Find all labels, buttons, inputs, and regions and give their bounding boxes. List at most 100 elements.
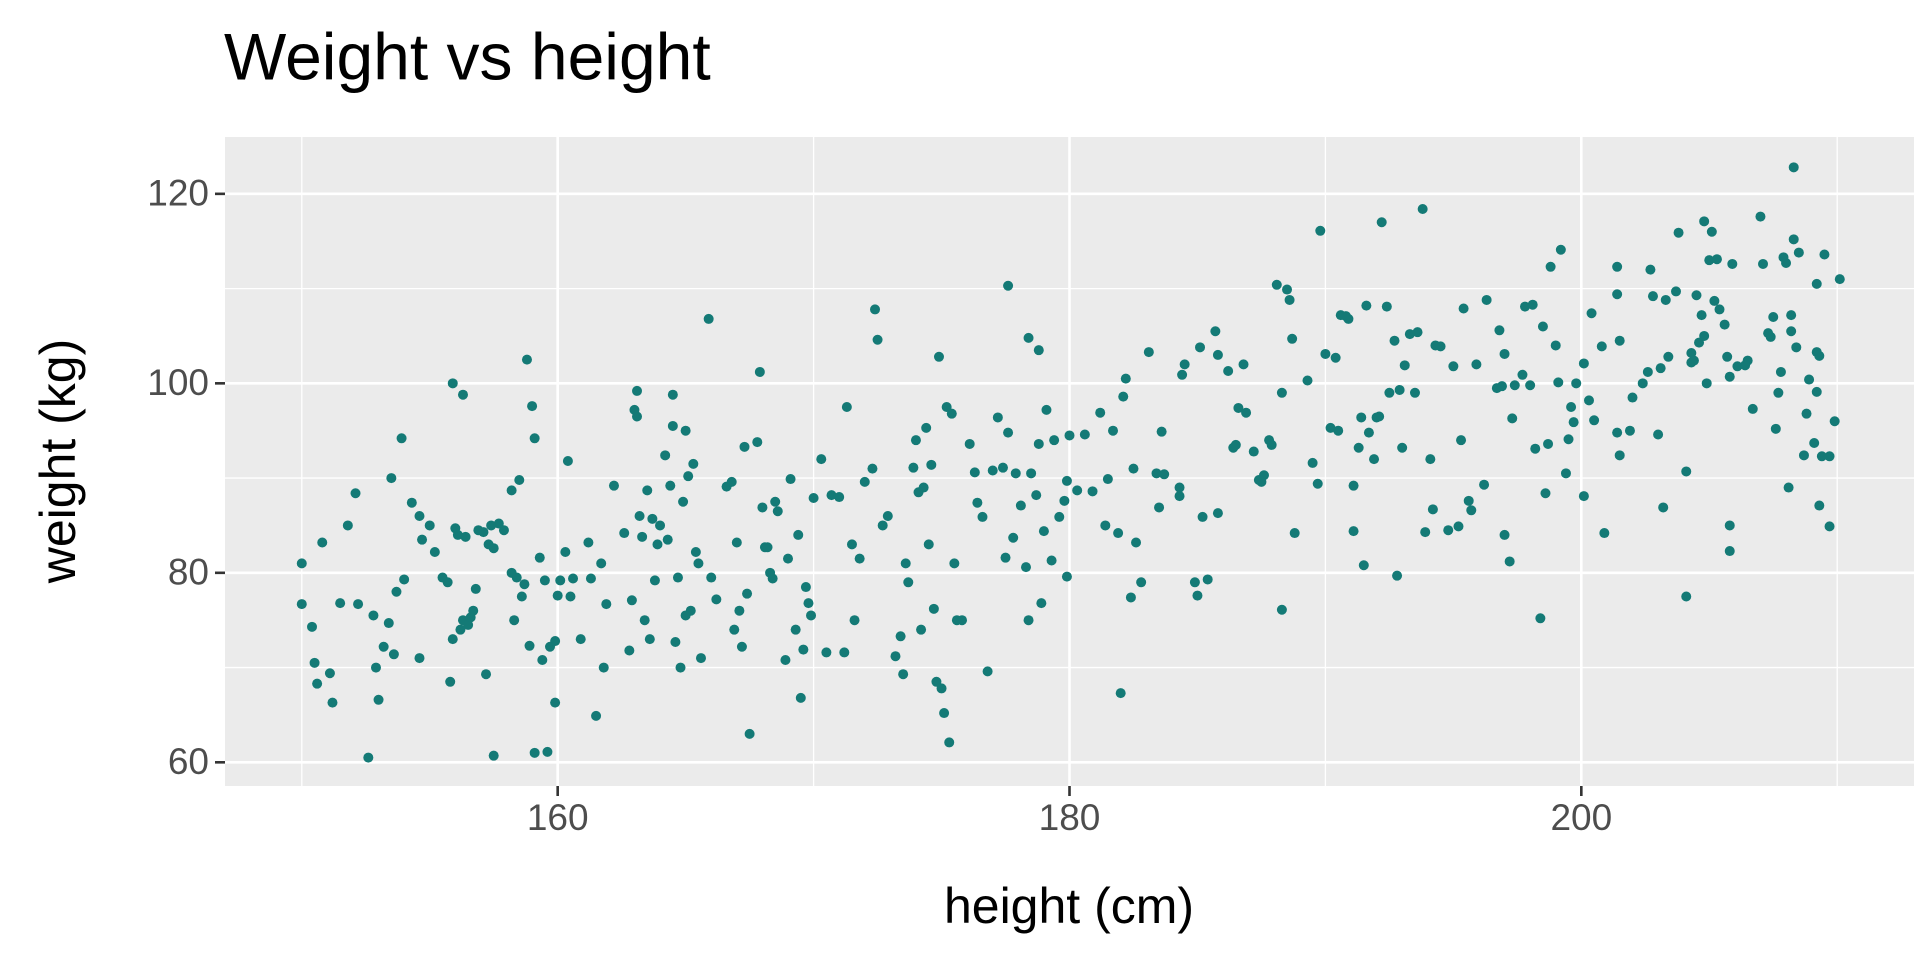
point bbox=[821, 647, 832, 658]
point bbox=[585, 573, 596, 584]
point bbox=[1578, 358, 1589, 369]
point bbox=[1599, 528, 1610, 539]
point bbox=[1061, 475, 1072, 486]
point bbox=[1061, 571, 1072, 582]
point bbox=[1212, 508, 1223, 519]
point bbox=[667, 420, 678, 431]
point bbox=[1238, 359, 1249, 370]
point bbox=[903, 577, 914, 588]
point bbox=[688, 458, 699, 469]
point bbox=[1095, 407, 1106, 418]
point bbox=[342, 520, 353, 531]
point bbox=[1499, 529, 1510, 540]
point bbox=[1660, 294, 1671, 305]
point bbox=[1033, 438, 1044, 449]
point bbox=[429, 546, 440, 557]
point bbox=[1333, 425, 1344, 436]
point bbox=[806, 610, 817, 621]
point bbox=[555, 575, 566, 586]
point bbox=[1174, 482, 1185, 493]
point bbox=[327, 697, 338, 708]
point bbox=[1765, 331, 1776, 342]
point bbox=[642, 485, 653, 496]
point bbox=[949, 558, 960, 569]
point bbox=[1177, 369, 1188, 380]
point bbox=[1696, 310, 1707, 321]
point bbox=[1120, 373, 1131, 384]
point bbox=[560, 546, 571, 557]
point bbox=[488, 750, 499, 761]
point bbox=[1033, 345, 1044, 356]
point bbox=[667, 389, 678, 400]
point bbox=[399, 574, 410, 585]
point bbox=[1026, 468, 1037, 479]
point bbox=[1008, 532, 1019, 543]
point bbox=[900, 558, 911, 569]
point bbox=[839, 647, 850, 658]
point bbox=[1824, 521, 1835, 532]
point bbox=[1645, 264, 1656, 275]
point bbox=[378, 641, 389, 652]
point bbox=[575, 634, 586, 645]
point bbox=[1046, 555, 1057, 566]
point bbox=[767, 573, 778, 584]
point bbox=[1358, 560, 1369, 571]
chart-title: Weight vs height bbox=[224, 19, 711, 93]
point bbox=[683, 471, 694, 482]
point bbox=[1742, 355, 1753, 366]
point bbox=[539, 575, 550, 586]
point bbox=[335, 598, 346, 609]
point bbox=[1404, 329, 1415, 340]
point bbox=[1545, 261, 1556, 272]
point bbox=[1773, 387, 1784, 398]
point bbox=[1466, 505, 1477, 516]
point bbox=[1704, 255, 1715, 266]
point bbox=[1714, 304, 1725, 315]
x-tick-label: 200 bbox=[1550, 797, 1612, 838]
point bbox=[406, 497, 417, 508]
point bbox=[1131, 537, 1142, 548]
point bbox=[1563, 434, 1574, 445]
point bbox=[1768, 312, 1779, 323]
point bbox=[1479, 479, 1490, 490]
point bbox=[898, 669, 909, 680]
point bbox=[1000, 552, 1011, 563]
point bbox=[795, 692, 806, 703]
point bbox=[1312, 478, 1323, 489]
point bbox=[529, 747, 540, 758]
point bbox=[1343, 313, 1354, 324]
point bbox=[1356, 412, 1367, 423]
point bbox=[1258, 470, 1269, 481]
point bbox=[780, 654, 791, 665]
point bbox=[726, 476, 737, 487]
point bbox=[1504, 556, 1515, 567]
point bbox=[1453, 521, 1464, 532]
point bbox=[373, 694, 384, 705]
y-axis-title: weight (kg) bbox=[30, 339, 86, 585]
point bbox=[1412, 327, 1423, 338]
point bbox=[1719, 319, 1730, 330]
point bbox=[1724, 371, 1735, 382]
point bbox=[1023, 332, 1034, 343]
point bbox=[1023, 615, 1034, 626]
point bbox=[598, 662, 609, 673]
point bbox=[997, 462, 1008, 473]
point bbox=[1653, 429, 1664, 440]
point bbox=[534, 552, 545, 563]
point bbox=[665, 480, 676, 491]
point bbox=[877, 520, 888, 531]
point bbox=[1389, 335, 1400, 346]
point bbox=[1072, 485, 1083, 496]
point bbox=[521, 354, 532, 365]
point bbox=[1709, 295, 1720, 306]
point bbox=[762, 542, 773, 553]
point bbox=[1732, 361, 1743, 372]
point bbox=[972, 497, 983, 508]
point bbox=[1079, 429, 1090, 440]
y-tick-label: 120 bbox=[147, 173, 209, 214]
point bbox=[1560, 468, 1571, 479]
point bbox=[565, 591, 576, 602]
point bbox=[486, 520, 497, 531]
point bbox=[1325, 422, 1336, 433]
point bbox=[1793, 247, 1804, 258]
